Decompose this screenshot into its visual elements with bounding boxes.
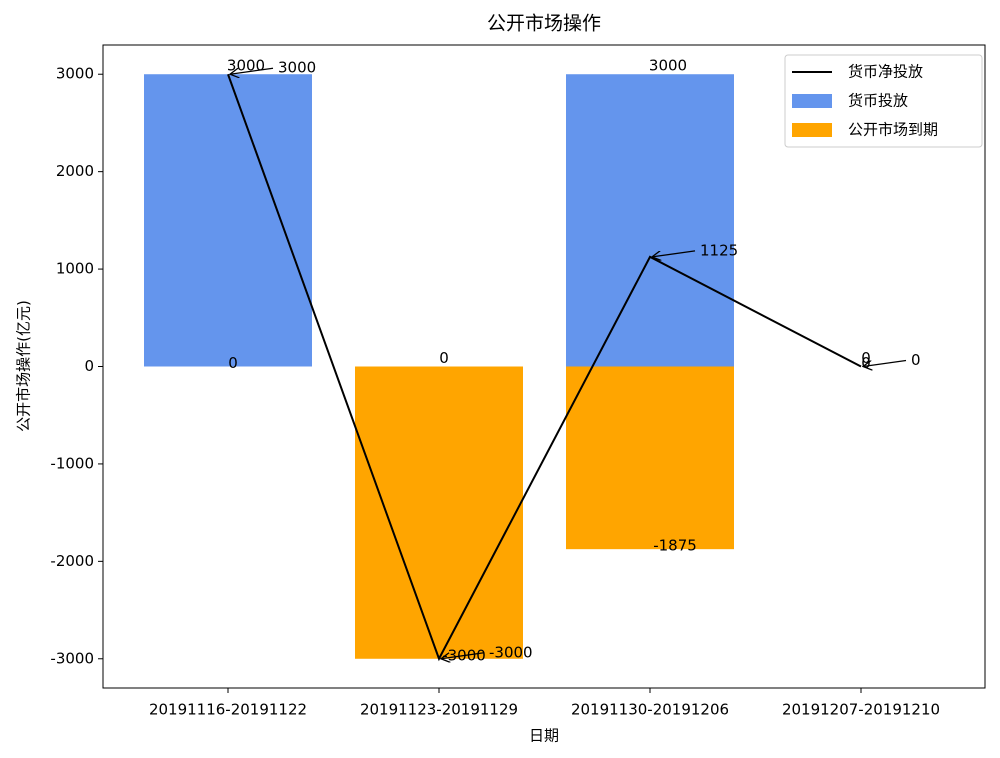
x-tick-label: 20191123-20191129 bbox=[360, 701, 518, 719]
data-label: -3000 bbox=[442, 646, 486, 664]
data-label: -1875 bbox=[653, 537, 697, 555]
legend-label: 货币净投放 bbox=[848, 63, 923, 81]
y-axis-label: 公开市场操作(亿元) bbox=[15, 300, 33, 432]
x-tick-label: 20191130-20191206 bbox=[571, 701, 729, 719]
annotation-arrow bbox=[441, 652, 485, 659]
data-label: 0 bbox=[911, 351, 921, 369]
data-label: 1125 bbox=[700, 241, 738, 259]
y-tick-label: 3000 bbox=[56, 65, 94, 83]
bar bbox=[566, 366, 734, 550]
chart-title: 公开市场操作 bbox=[487, 13, 601, 35]
bar bbox=[355, 366, 523, 659]
x-tick-label: 20191116-20191122 bbox=[149, 701, 307, 719]
legend-box bbox=[784, 54, 983, 148]
legend-label: 货币投放 bbox=[848, 92, 908, 110]
data-label: 0 bbox=[861, 349, 871, 367]
plot-frame bbox=[102, 44, 986, 689]
legend-swatch bbox=[792, 123, 832, 137]
y-tick-label: -3000 bbox=[50, 649, 94, 667]
annotation-arrow bbox=[863, 359, 907, 367]
x-tick-label: 20191207-20191210 bbox=[782, 701, 940, 719]
y-tick-label: 1000 bbox=[56, 260, 94, 278]
annotation-arrow bbox=[230, 67, 274, 74]
data-label: 3000 bbox=[649, 57, 687, 75]
legend-label: 公开市场到期 bbox=[848, 121, 938, 139]
data-label: 0 bbox=[439, 349, 449, 367]
data-label: 0 bbox=[228, 354, 238, 372]
y-tick-label: -2000 bbox=[50, 552, 94, 570]
data-label: 0 bbox=[861, 354, 871, 372]
line bbox=[227, 73, 862, 662]
annotation-arrow bbox=[652, 250, 696, 257]
y-tick-label: -1000 bbox=[50, 454, 94, 472]
legend-swatch bbox=[792, 94, 832, 108]
bar bbox=[566, 74, 734, 367]
bar bbox=[144, 74, 312, 367]
y-tick-label: 2000 bbox=[56, 162, 94, 180]
data-label: -3000 bbox=[489, 643, 533, 661]
x-axis-label: 日期 bbox=[529, 727, 559, 745]
data-label: 3000 bbox=[227, 57, 265, 75]
y-tick-label: 0 bbox=[84, 357, 94, 375]
data-label: 3000 bbox=[278, 59, 316, 77]
